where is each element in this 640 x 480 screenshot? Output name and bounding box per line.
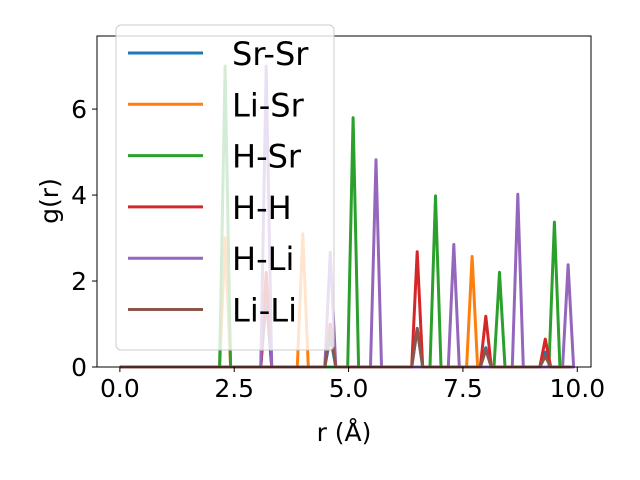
y-tick-label: 6 <box>71 95 87 124</box>
y-axis-label: g(r) <box>35 178 64 224</box>
plot-frame <box>96 35 592 368</box>
legend-label: Li-Li <box>232 292 297 330</box>
x-tick-label: 10.0 <box>549 374 605 403</box>
y-tick-label: 0 <box>71 353 87 382</box>
legend-box <box>115 24 335 351</box>
x-tick-label: 5.0 <box>329 374 369 403</box>
legend-label: Li-Sr <box>232 86 305 124</box>
x-axis-label: r (Å) <box>317 418 372 447</box>
legend: Sr-Sr Li-Sr H-Sr H-H H-Li Li-Li <box>115 24 335 351</box>
legend-label: H-Sr <box>232 138 302 176</box>
y-tick-label: 2 <box>71 267 87 296</box>
legend-label: Sr-Sr <box>232 35 309 73</box>
y-tick-label: 4 <box>71 181 87 210</box>
legend-label: H-Li <box>232 240 294 278</box>
x-tick-label: 2.5 <box>214 374 254 403</box>
x-tick-label: 7.5 <box>443 374 483 403</box>
legend-label: H-H <box>232 189 292 227</box>
y-axis: 0 2 4 6 <box>71 95 97 382</box>
x-axis: 0.0 2.5 5.0 7.5 10.0 <box>100 367 605 403</box>
x-tick-label: 0.0 <box>100 374 140 403</box>
